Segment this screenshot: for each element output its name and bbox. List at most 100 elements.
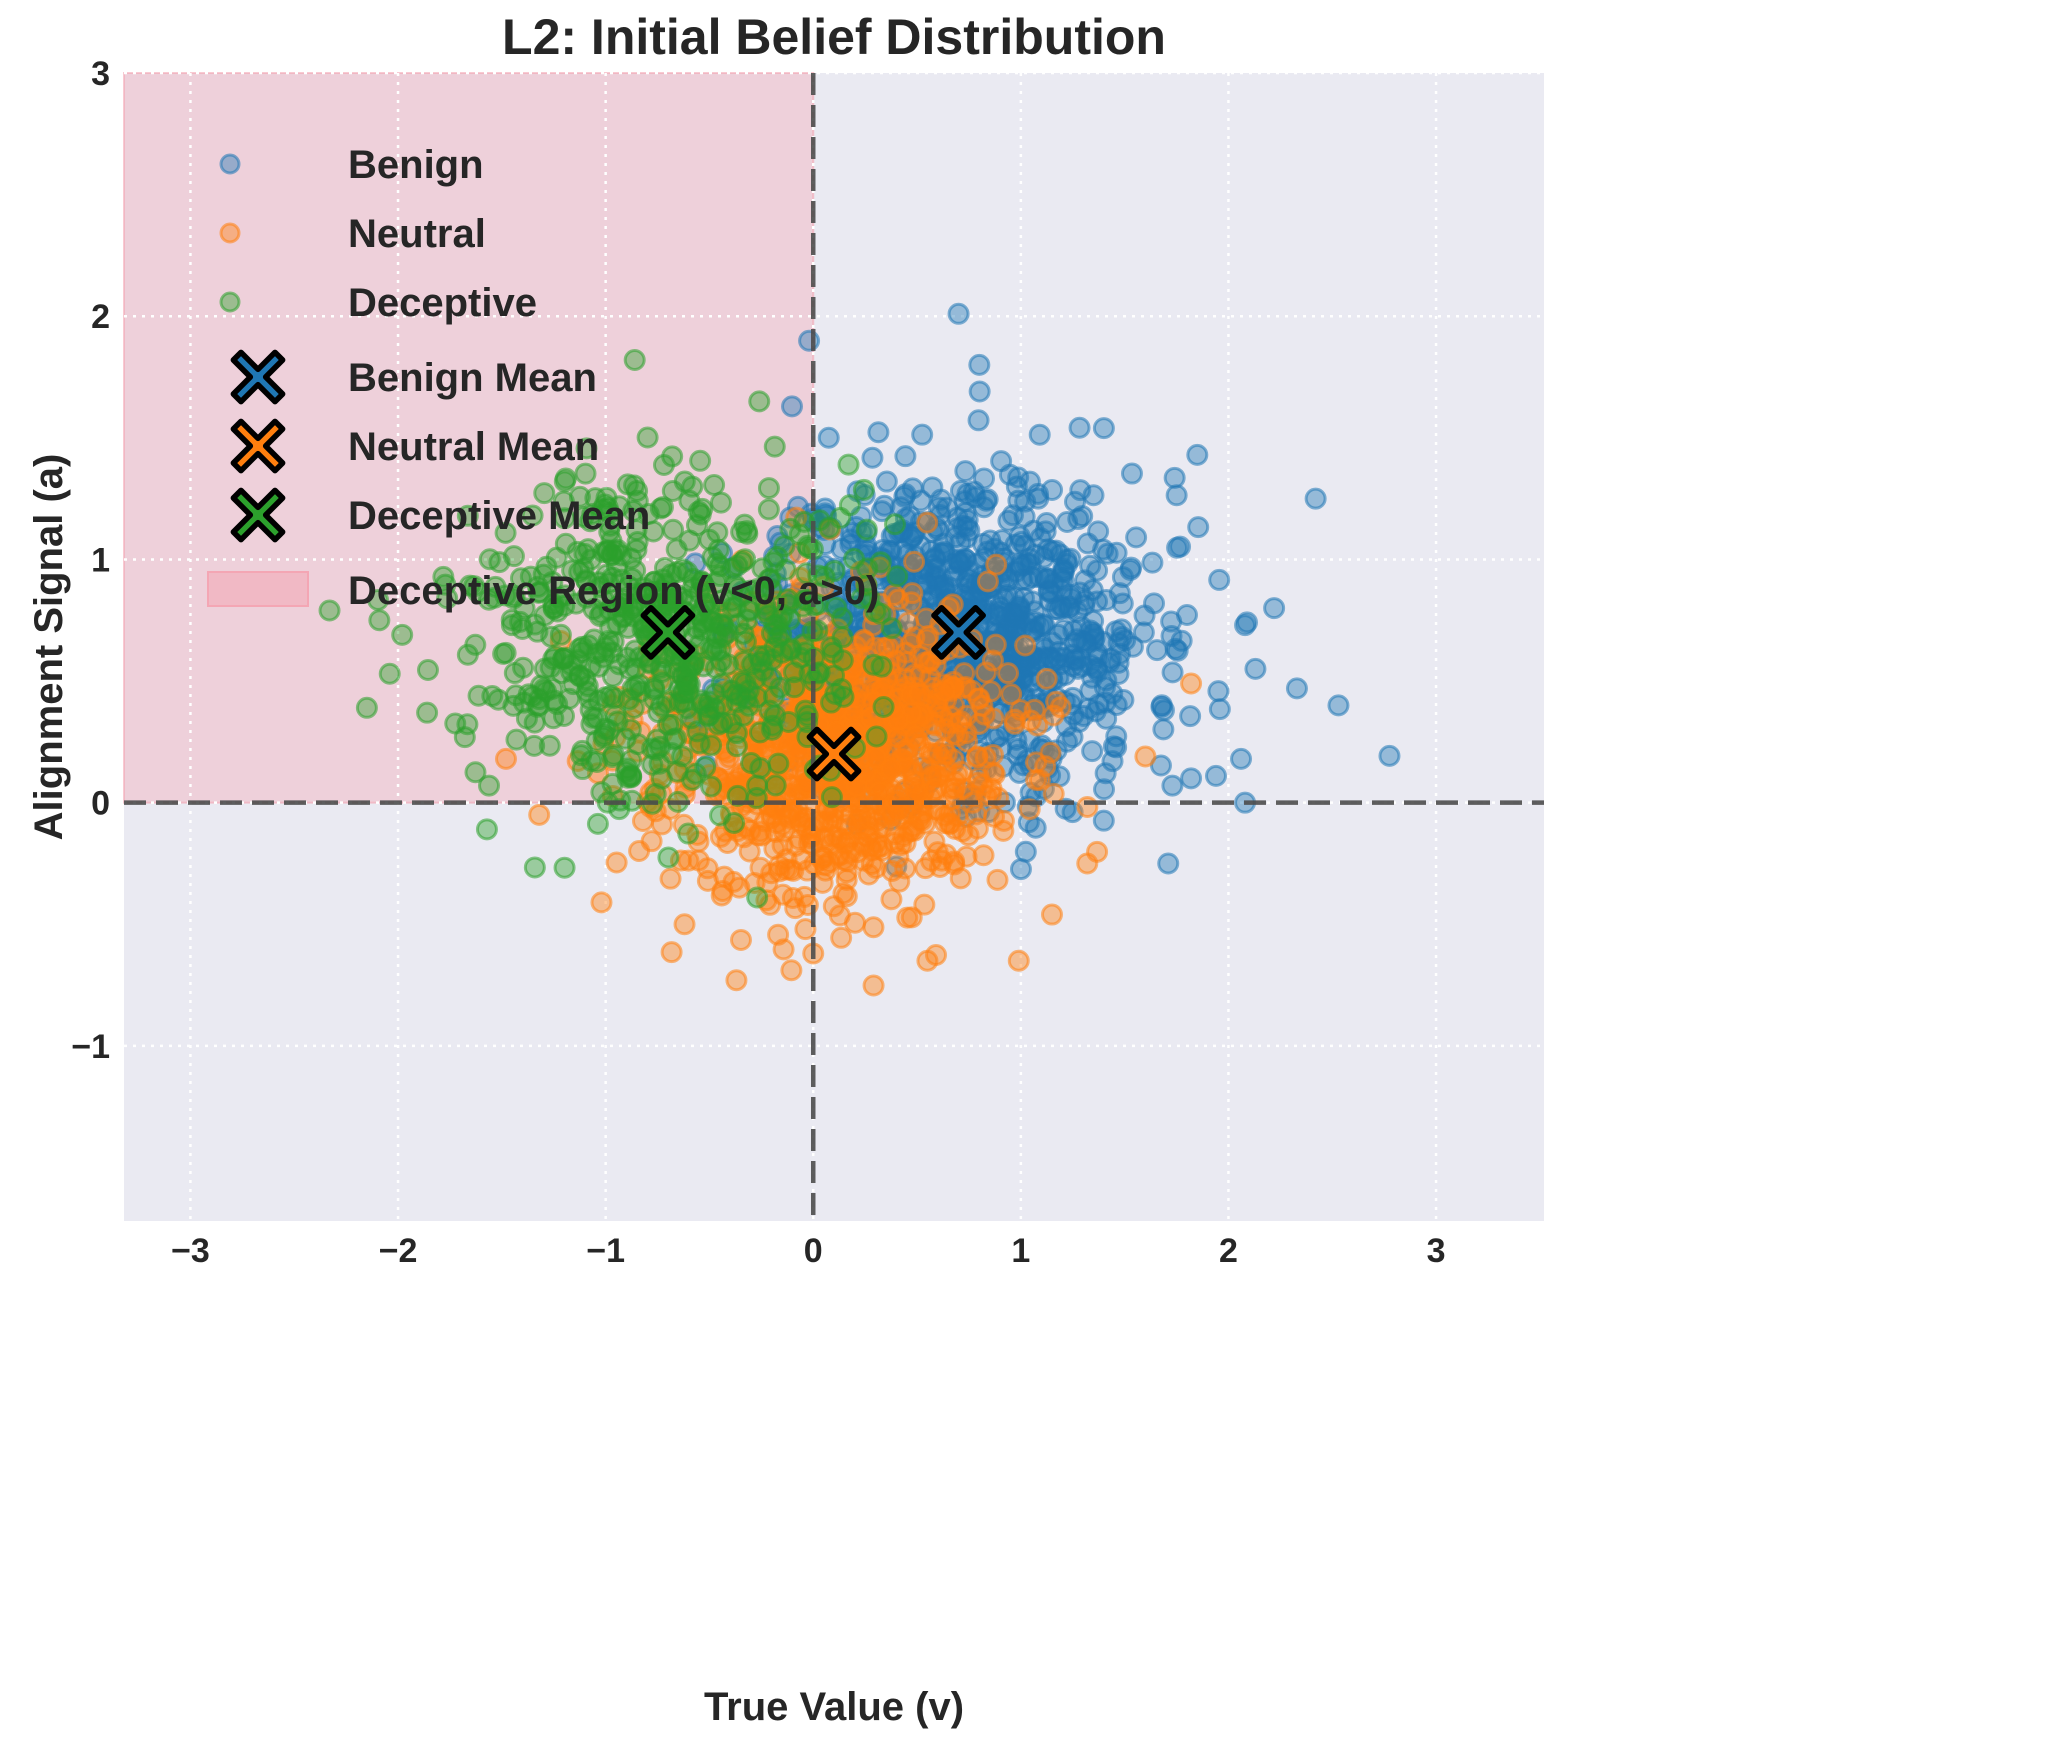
data-point (660, 742, 683, 765)
data-point (984, 633, 1007, 656)
x-tick-label: 1 (1011, 1232, 1030, 1270)
legend-label-benign-mean: Benign Mean (348, 356, 597, 400)
legend-marker-deceptive-region (207, 571, 309, 607)
data-point (893, 739, 916, 762)
data-point (494, 747, 517, 770)
data-point (1165, 484, 1188, 507)
data-point (926, 742, 949, 765)
data-point (716, 653, 739, 676)
data-point (1125, 526, 1148, 549)
data-point (1112, 688, 1135, 711)
data-point (861, 446, 884, 469)
data-point (504, 684, 527, 707)
data-point (391, 623, 414, 646)
data-point (1104, 620, 1127, 643)
data-point (1082, 484, 1105, 507)
data-point (862, 974, 885, 997)
data-point (1244, 657, 1267, 680)
data-point (1208, 698, 1231, 721)
data-point (909, 804, 932, 827)
data-point (817, 426, 840, 449)
data-point (981, 649, 1004, 672)
y-axis-label: Alignment Signal (a) (27, 454, 71, 841)
data-point (481, 685, 504, 708)
data-point (902, 771, 925, 794)
data-point (1006, 603, 1029, 626)
data-point (526, 620, 549, 643)
data-point (1175, 603, 1198, 626)
data-point (1067, 508, 1090, 531)
data-point (1132, 621, 1155, 644)
y-tick-label: −1 (71, 1028, 110, 1066)
data-point (1055, 730, 1078, 753)
data-point (954, 460, 977, 483)
x-tick-label: −3 (171, 1232, 210, 1270)
data-point (456, 713, 479, 736)
data-point (784, 897, 807, 920)
data-point (767, 752, 790, 775)
data-point (746, 886, 769, 909)
data-point (894, 445, 917, 468)
data-point (944, 526, 967, 549)
data-point (917, 625, 940, 648)
data-point (837, 453, 860, 476)
data-point (1074, 630, 1097, 653)
data-point (523, 711, 546, 734)
data-point (623, 349, 646, 371)
data-point (873, 636, 896, 659)
data-point (880, 888, 903, 911)
data-point (844, 911, 867, 934)
data-point (838, 494, 861, 517)
data-point (975, 661, 998, 684)
data-point (1092, 809, 1115, 832)
x-tick-label: 0 (804, 1232, 823, 1270)
data-point (757, 498, 780, 521)
data-point (967, 409, 990, 432)
data-point (1039, 741, 1062, 764)
data-point (512, 656, 535, 679)
data-point (864, 856, 887, 879)
data-point (1076, 795, 1099, 818)
data-point (830, 926, 853, 949)
y-tick-label: 3 (91, 55, 110, 93)
data-point (947, 302, 970, 325)
x-tick-labels: −3 −2 −1 0 1 2 3 (171, 1232, 1445, 1270)
data-point (972, 532, 995, 555)
data-point (1327, 694, 1350, 717)
data-point (1045, 539, 1068, 562)
data-point (416, 659, 439, 682)
legend-label-deceptive: Deceptive (348, 281, 537, 325)
data-point (738, 840, 761, 863)
data-point (641, 737, 664, 760)
data-point (701, 546, 724, 569)
data-point (1285, 677, 1308, 700)
data-point (652, 453, 675, 476)
legend-label-neutral-mean: Neutral Mean (348, 425, 599, 469)
legend-marker-neutral (219, 222, 241, 244)
data-point (1120, 462, 1143, 485)
data-point (1161, 661, 1184, 684)
data-point (368, 609, 391, 632)
data-point (864, 746, 887, 769)
data-point (1093, 778, 1116, 801)
data-point (1081, 740, 1104, 763)
data-point (964, 486, 987, 509)
data-point (913, 893, 936, 916)
data-point (1304, 487, 1327, 510)
data-point (1180, 767, 1203, 790)
data-point (605, 851, 628, 874)
data-point (740, 751, 763, 774)
legend-marker-benign (219, 153, 241, 175)
data-point (523, 856, 546, 879)
data-point (943, 850, 966, 873)
x-tick-label: −2 (379, 1232, 418, 1270)
data-point (617, 688, 640, 711)
y-tick-label: 1 (91, 541, 110, 579)
data-point (831, 626, 854, 649)
data-point (855, 518, 878, 541)
data-point (1040, 903, 1063, 926)
data-point (882, 584, 905, 607)
data-point (1014, 634, 1037, 657)
data-point (888, 870, 911, 893)
data-point (922, 585, 945, 608)
